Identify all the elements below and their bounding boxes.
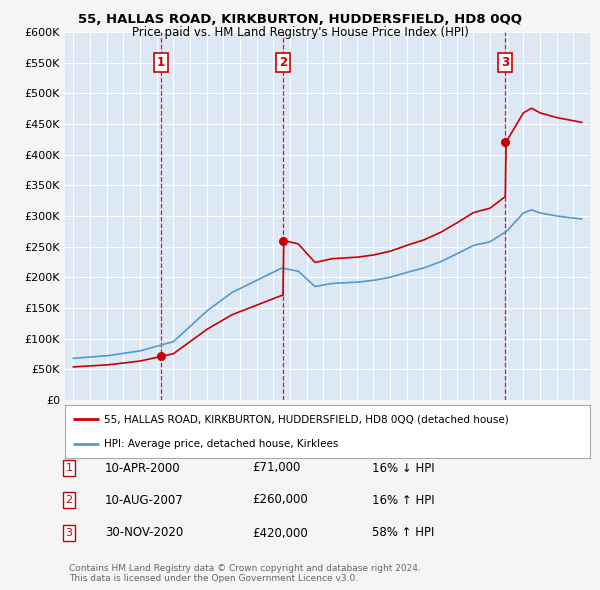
Text: £71,000: £71,000 (252, 461, 301, 474)
Text: HPI: Average price, detached house, Kirklees: HPI: Average price, detached house, Kirk… (104, 439, 339, 448)
Text: 10-APR-2000: 10-APR-2000 (105, 461, 181, 474)
Text: £420,000: £420,000 (252, 526, 308, 539)
Text: 30-NOV-2020: 30-NOV-2020 (105, 526, 183, 539)
Text: 55, HALLAS ROAD, KIRKBURTON, HUDDERSFIELD, HD8 0QQ: 55, HALLAS ROAD, KIRKBURTON, HUDDERSFIEL… (78, 13, 522, 26)
Text: 16% ↑ HPI: 16% ↑ HPI (372, 493, 434, 506)
Text: 58% ↑ HPI: 58% ↑ HPI (372, 526, 434, 539)
Text: 55, HALLAS ROAD, KIRKBURTON, HUDDERSFIELD, HD8 0QQ (detached house): 55, HALLAS ROAD, KIRKBURTON, HUDDERSFIEL… (104, 414, 509, 424)
Text: 3: 3 (65, 528, 73, 538)
Text: 10-AUG-2007: 10-AUG-2007 (105, 493, 184, 506)
Text: 3: 3 (501, 56, 509, 69)
Text: Price paid vs. HM Land Registry's House Price Index (HPI): Price paid vs. HM Land Registry's House … (131, 26, 469, 39)
Text: Contains HM Land Registry data © Crown copyright and database right 2024.
This d: Contains HM Land Registry data © Crown c… (69, 563, 421, 583)
Text: 2: 2 (279, 56, 287, 69)
Text: 16% ↓ HPI: 16% ↓ HPI (372, 461, 434, 474)
Text: £260,000: £260,000 (252, 493, 308, 506)
Text: 2: 2 (65, 495, 73, 505)
Text: 1: 1 (65, 463, 73, 473)
Text: 1: 1 (157, 56, 165, 69)
